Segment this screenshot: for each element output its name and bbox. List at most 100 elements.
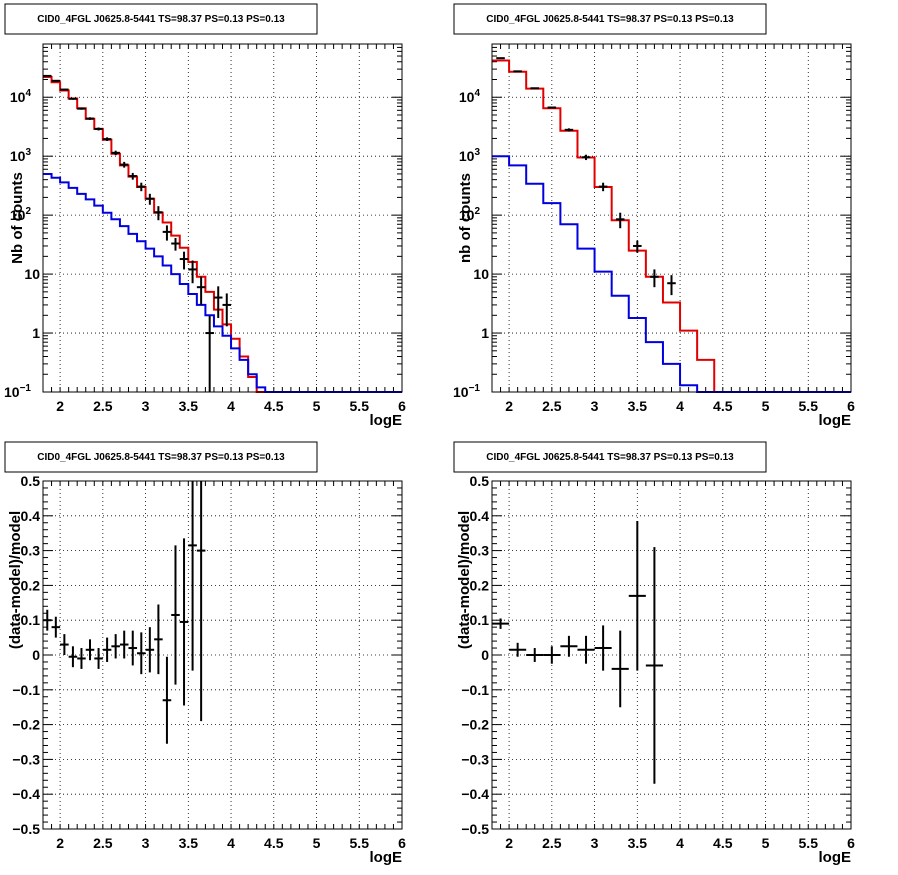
y-tick-label: 0.5 [21,473,41,489]
y-tick-label: 102 [459,206,481,223]
x-tick-label: 6 [398,398,406,414]
x-tick-label: 3 [591,835,599,851]
data-point [611,630,629,708]
data-point [509,642,527,657]
plot-area: 2 2.5 3 3.5 4 4.5 5 5.5 6 10−1 1 10 102 103 104 [4,43,406,414]
data-point [162,656,172,744]
title-box [453,441,767,473]
y-tick-label: 0 [481,647,489,663]
data-point [594,625,612,671]
y-tick-label: 10 [24,266,40,282]
y-tick-label: 0.5 [470,473,490,489]
x-tick-label: 5 [313,398,321,414]
x-tick-label: 3.5 [628,398,648,414]
title-box [453,3,767,35]
data-point [51,616,61,638]
x-tick-label: 4 [676,398,684,414]
data-point [51,79,61,82]
data-point [179,251,189,270]
x-axis-label: logE [819,849,852,866]
y-tick-label: 0.4 [21,508,41,524]
data-point [213,286,223,318]
x-tick-label: 3 [142,835,150,851]
y-tick-label: 10−1 [4,383,31,400]
x-tick-label: 3.5 [628,835,648,851]
data-point [119,630,129,659]
data-point [85,639,95,661]
x-tick-label: 2 [505,835,513,851]
x-tick-label: 4.5 [713,398,733,414]
panel-counts-left: CID0_4FGL J0625.8-5441 TS=98.37 PS=0.13 … [4,3,406,429]
x-tick-label: 5.5 [350,835,370,851]
data-point [43,74,52,77]
x-tick-label: 2 [56,835,64,851]
data-point [598,182,608,192]
data-point [577,635,595,664]
data-point [94,127,103,131]
data-point [496,57,505,60]
y-axis-label: nb of counts [457,173,474,263]
x-tick-label: 5 [313,835,321,851]
x-tick-label: 6 [847,835,855,851]
data-point [68,97,78,100]
x-tick-label: 4.5 [264,398,284,414]
panel-title: CID0_4FGL J0625.8-5441 TS=98.37 PS=0.13 … [37,14,285,25]
y-tick-label: −0.2 [12,717,40,733]
panel-title: CID0_4FGL J0625.8-5441 TS=98.37 PS=0.13 … [486,452,734,463]
panel-counts-right: CID0_4FGL J0625.8-5441 TS=98.37 PS=0.13 … [453,3,855,429]
data-point [188,260,197,284]
y-tick-label: −0.3 [461,751,489,767]
data-point [564,128,574,132]
y-tick-label: −0.4 [12,786,40,802]
y-tick-label: 0.2 [21,577,41,593]
data-point [154,206,163,221]
x-tick-label: 3 [591,398,599,414]
data-point [128,630,138,666]
data-point [60,634,69,655]
y-tick-label: 104 [459,88,481,105]
y-tick-label: −0.3 [12,751,40,767]
x-tick-label: 3.5 [179,835,199,851]
y-tick-label: 10 [473,266,489,282]
x-tick-label: 2.5 [93,835,113,851]
panel-title: CID0_4FGL J0625.8-5441 TS=98.37 PS=0.13 … [486,14,734,25]
data-point [645,547,663,784]
x-tick-label: 6 [398,835,406,851]
data-point [222,293,232,327]
data-point [171,237,180,251]
title-box [4,441,318,473]
data-point [196,481,206,722]
data-point [68,646,78,668]
data-point [94,648,103,669]
data-point [547,106,557,109]
y-tick-label: 0.1 [470,612,490,628]
x-tick-label: 2.5 [542,835,562,851]
y-tick-label: −0.1 [461,682,489,698]
y-tick-label: 0.1 [21,612,41,628]
y-tick-label: −0.5 [12,821,40,837]
data-point [179,538,189,706]
y-tick-label: 1 [481,325,489,341]
data-point [171,545,180,685]
x-tick-label: 4 [227,835,235,851]
plot-frame [42,43,403,393]
data-point [205,315,214,392]
y-tick-label: 0.2 [470,577,490,593]
x-tick-label: 2.5 [542,398,562,414]
data-point [530,87,540,90]
y-axis-label: Nb of counts [9,172,26,264]
x-tick-label: 5.5 [350,398,370,414]
data-point [650,269,659,288]
x-tick-label: 2 [56,398,64,414]
data-point [128,172,138,180]
panel-residuals-right: CID0_4FGL J0625.8-5441 TS=98.37 PS=0.13 … [453,441,855,866]
y-tick-label: 0.3 [470,543,490,559]
y-axis-label: (data-model)/model [7,511,24,649]
data-point [560,635,578,657]
data-point [137,182,146,192]
data-point [667,275,676,296]
data-point [85,117,95,120]
y-tick-label: −0.1 [12,682,40,698]
x-tick-label: 5 [762,835,770,851]
